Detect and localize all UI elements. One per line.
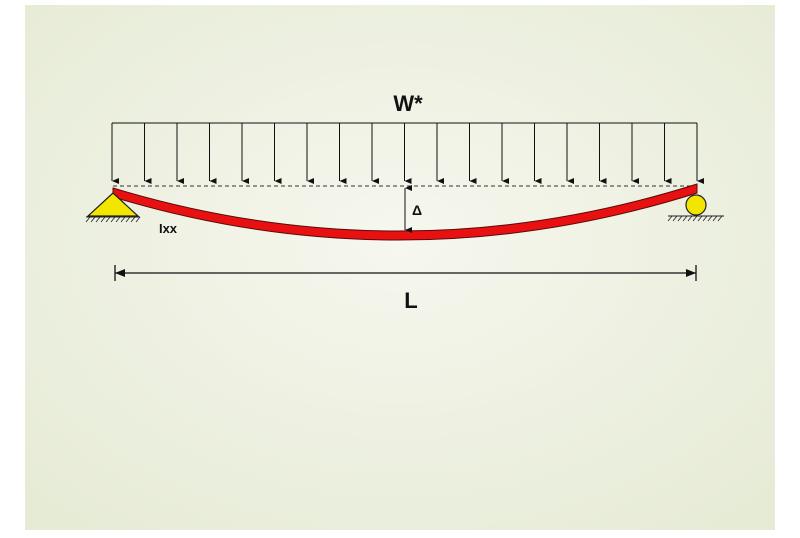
inertia-label: Ixx <box>159 221 178 236</box>
hatch <box>687 215 693 222</box>
hatch <box>85 216 91 223</box>
deflection-label: Δ <box>412 202 422 218</box>
hatch <box>697 215 703 222</box>
hatch <box>135 216 141 223</box>
ground-hatch <box>667 215 723 222</box>
hatch <box>672 215 678 222</box>
arrow-head <box>115 269 125 277</box>
hatch <box>105 216 111 223</box>
beam <box>112 183 698 241</box>
hatch <box>95 216 101 223</box>
hatch <box>115 216 121 223</box>
hatch <box>667 215 673 222</box>
distributed-load <box>111 122 704 184</box>
hatch <box>110 216 116 223</box>
load-label: W* <box>393 91 423 116</box>
arrow-head <box>686 269 696 277</box>
roller-support <box>685 194 707 216</box>
hatch <box>682 215 688 222</box>
pin-support <box>86 192 140 217</box>
hatch <box>717 215 723 222</box>
span-label: L <box>404 288 417 313</box>
hatch <box>712 215 718 222</box>
hatch <box>677 215 683 222</box>
hatch <box>707 215 713 222</box>
hatch <box>100 216 106 223</box>
hatch <box>125 216 131 223</box>
panel <box>25 5 775 530</box>
hatch <box>692 215 698 222</box>
hatch <box>90 216 96 223</box>
hatch <box>120 216 126 223</box>
ground-hatch <box>85 216 141 223</box>
hatch <box>130 216 136 223</box>
hatch <box>702 215 708 222</box>
